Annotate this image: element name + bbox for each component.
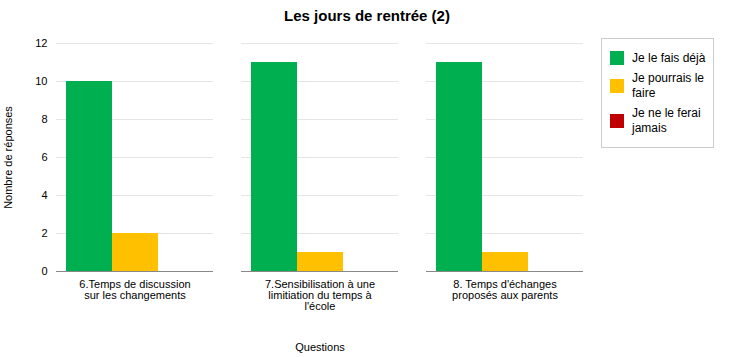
svg-text:12: 12 bbox=[35, 37, 47, 49]
html-text:Je pourrais le faire: Je pourrais le faire bbox=[632, 71, 704, 100]
svg-text:2: 2 bbox=[41, 227, 47, 239]
svg-text:8. Temps d'échangesproposés au: 8. Temps d'échangesproposés aux parents bbox=[452, 278, 558, 301]
svg-text:6: 6 bbox=[41, 151, 47, 163]
html-text:Je ne le ferai jamais: Je ne le ferai jamais bbox=[632, 106, 701, 135]
svg-text:Questions: Questions bbox=[295, 341, 345, 353]
html-text:Je le fais déjà: Je le fais déjà bbox=[632, 51, 706, 65]
svg-text:4: 4 bbox=[41, 189, 47, 201]
svg-text:7.Sensibilisation à unelimitia: 7.Sensibilisation à unelimitiation du te… bbox=[265, 278, 375, 312]
html-text:Les jours de rentrée (2): Les jours de rentrée (2) bbox=[284, 7, 450, 24]
svg-text:Nombre de réponses: Nombre de réponses bbox=[2, 106, 14, 209]
svg-text:8: 8 bbox=[41, 113, 47, 125]
svg-text:6.Temps de discussionsur les c: 6.Temps de discussionsur les changements bbox=[79, 278, 190, 301]
svg-text:10: 10 bbox=[35, 75, 47, 87]
svg-text:0: 0 bbox=[41, 265, 47, 277]
